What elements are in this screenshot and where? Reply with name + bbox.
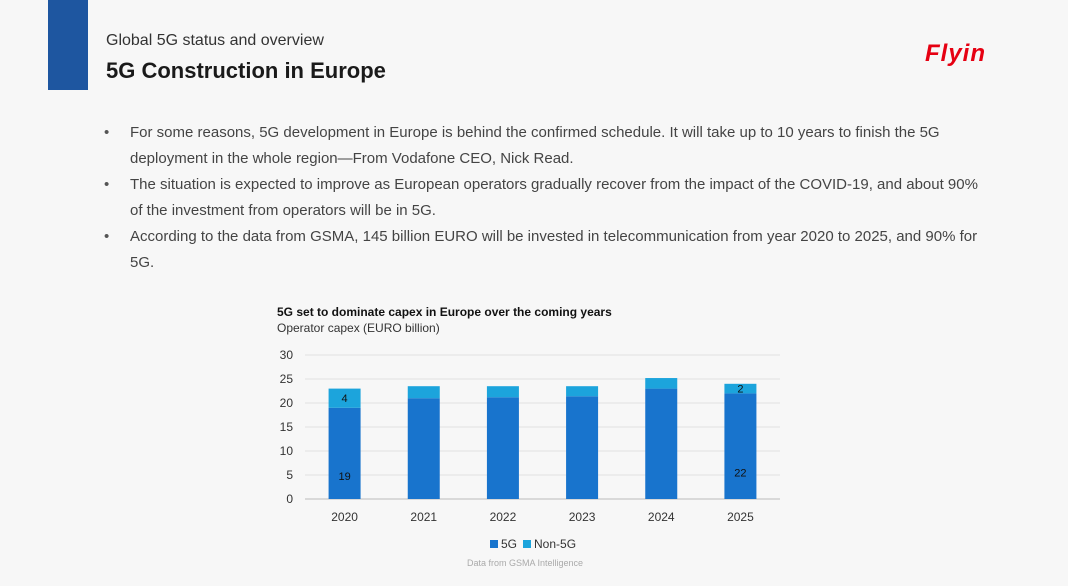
bar-non5g-2023 <box>566 386 599 397</box>
bar-5g-2020 <box>328 407 361 499</box>
bar-5g-2023 <box>566 396 599 499</box>
bar-5g-2024 <box>645 388 678 499</box>
bar-non5g-2024 <box>645 378 678 389</box>
bar-5g-2022 <box>486 397 519 499</box>
y-tick-label: 30 <box>280 348 294 362</box>
chart-y-label: Operator capex (EURO billion) <box>277 321 440 335</box>
x-tick-label: 2024 <box>648 510 675 524</box>
legend-item-non5g: Non-5G <box>523 537 576 551</box>
bar-non5g-2020 <box>328 388 361 408</box>
bullet-item: For some reasons, 5G development in Euro… <box>104 120 984 172</box>
page-title: 5G Construction in Europe <box>106 58 386 83</box>
chart-title: 5G set to dominate capex in Europe over … <box>277 305 612 319</box>
bar-5g-2021 <box>407 398 440 499</box>
data-label: 22 <box>734 468 746 480</box>
y-tick-label: 10 <box>280 444 294 458</box>
x-tick-label: 2023 <box>569 510 596 524</box>
y-tick-label: 25 <box>280 372 294 386</box>
legend-swatch-5g <box>490 540 498 548</box>
data-label: 2 <box>737 384 743 396</box>
legend-label-5g: 5G <box>501 537 518 551</box>
x-tick-label: 2025 <box>727 510 754 524</box>
page-subtitle: Global 5G status and overview <box>106 32 324 49</box>
bullet-list: For some reasons, 5G development in Euro… <box>104 120 984 276</box>
bar-5g-2025 <box>724 393 757 499</box>
y-tick-label: 15 <box>280 420 294 434</box>
bullet-item: According to the data from GSMA, 145 bil… <box>104 224 984 276</box>
legend-item-5g: 5G <box>490 537 517 551</box>
chart-legend: 5G Non-5G <box>490 537 576 551</box>
brand-logo: Flyin <box>925 40 987 67</box>
x-tick-label: 2020 <box>331 510 358 524</box>
bar-non5g-2022 <box>486 386 519 398</box>
x-tick-label: 2022 <box>490 510 517 524</box>
y-tick-label: 0 <box>286 492 293 506</box>
data-label: 19 <box>338 471 350 483</box>
legend-label-non5g: Non-5G <box>534 537 577 551</box>
bar-non5g-2021 <box>407 386 440 399</box>
bar-non5g-2025 <box>724 383 757 394</box>
header-accent-bar <box>48 0 88 90</box>
y-tick-label: 20 <box>280 396 294 410</box>
chart-source: Data from GSMA Intelligence <box>467 558 584 568</box>
data-label: 4 <box>342 393 348 405</box>
bullet-item: The situation is expected to improve as … <box>104 172 984 224</box>
y-tick-label: 5 <box>286 468 293 482</box>
legend-swatch-non5g <box>523 540 532 548</box>
x-tick-label: 2021 <box>410 510 437 524</box>
